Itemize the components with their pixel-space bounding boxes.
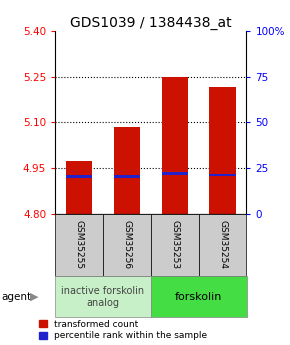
- Bar: [114, 127, 140, 214]
- Bar: [209, 174, 236, 176]
- Bar: [209, 87, 236, 214]
- Text: inactive forskolin
analog: inactive forskolin analog: [61, 286, 144, 307]
- Text: GSM35254: GSM35254: [218, 220, 227, 269]
- Bar: [162, 77, 188, 214]
- Title: GDS1039 / 1384438_at: GDS1039 / 1384438_at: [70, 16, 232, 30]
- Legend: transformed count, percentile rank within the sample: transformed count, percentile rank withi…: [39, 320, 207, 341]
- Bar: [66, 160, 92, 214]
- Text: agent: agent: [1, 292, 32, 302]
- Text: GSM35256: GSM35256: [122, 220, 131, 269]
- Text: GSM35253: GSM35253: [170, 220, 179, 269]
- Bar: [114, 175, 140, 178]
- Text: forskolin: forskolin: [175, 292, 222, 302]
- Bar: [66, 175, 92, 178]
- Text: ▶: ▶: [30, 292, 39, 302]
- Text: GSM35255: GSM35255: [75, 220, 84, 269]
- Bar: [162, 172, 188, 175]
